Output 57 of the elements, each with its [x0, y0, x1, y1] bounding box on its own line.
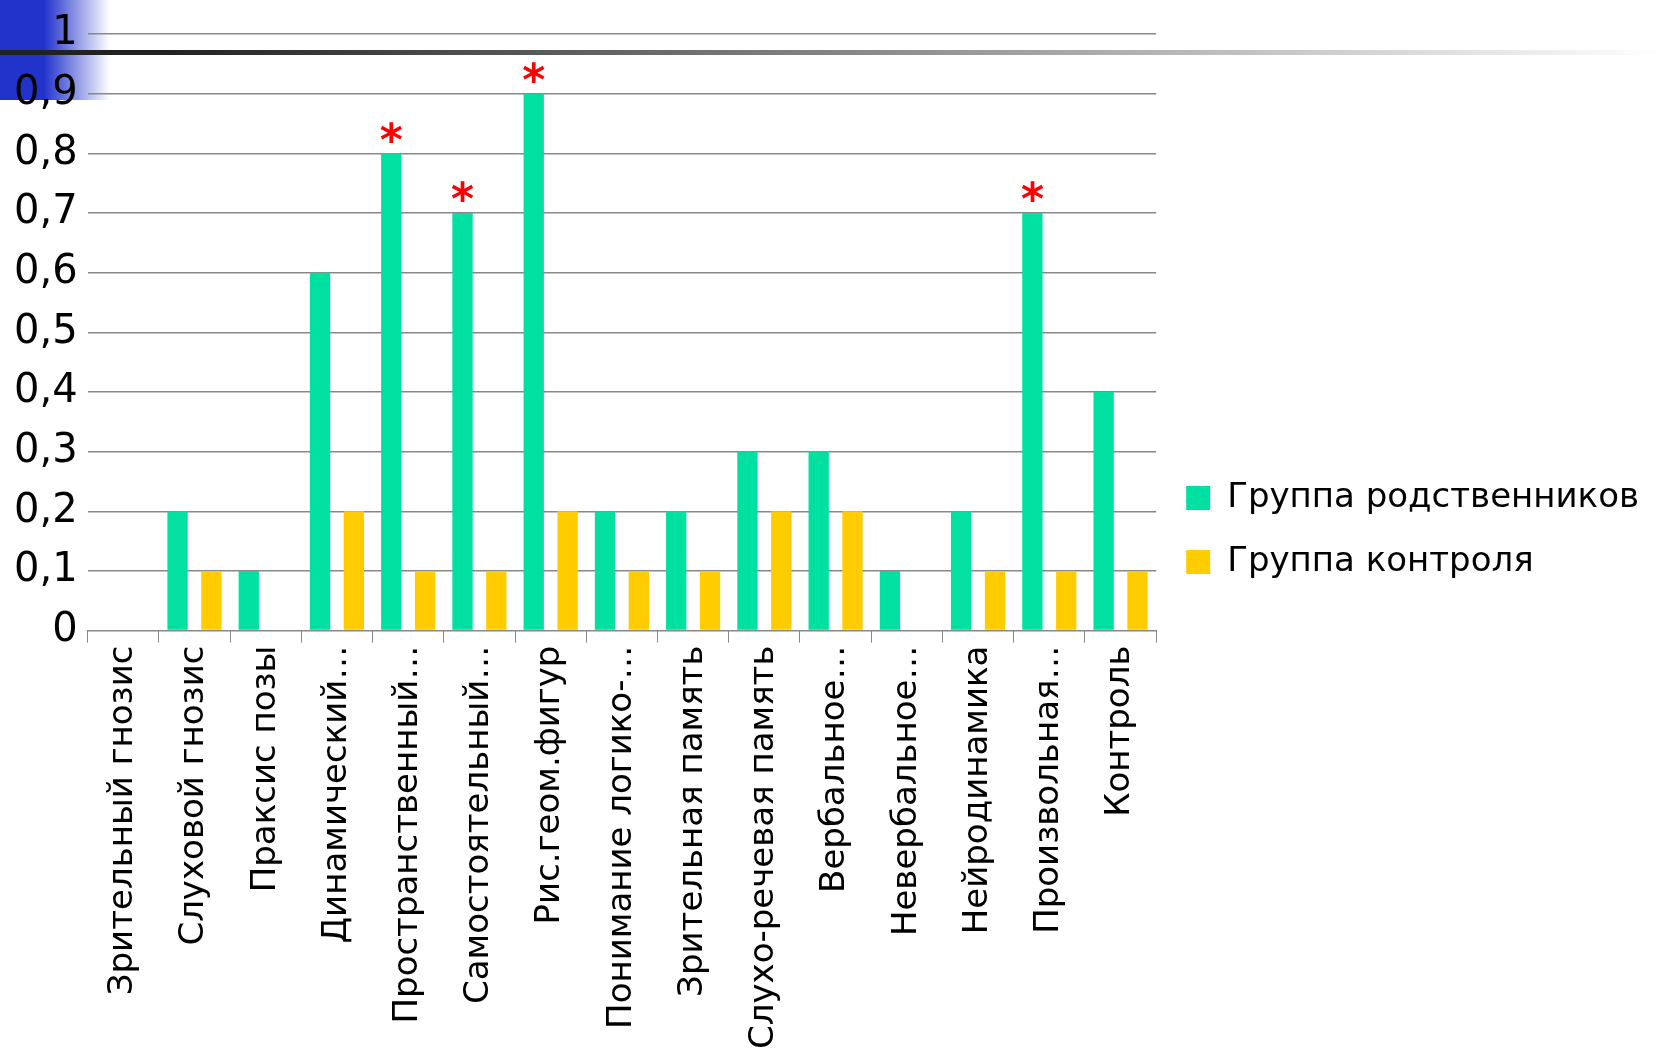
y-tick-label: 0,3: [13, 424, 78, 471]
annotation: *: [450, 173, 475, 225]
bar: [984, 570, 1006, 630]
bar: [628, 570, 649, 630]
y-tick-label: 0,6: [13, 246, 78, 293]
bar: [238, 570, 259, 630]
x-tick-label: Рис.геом.фигур: [527, 645, 568, 925]
x-tick-label: Зрительный гнозис: [100, 645, 141, 996]
bar: [1127, 570, 1148, 630]
x-tick-label: Произвольная…: [1026, 645, 1067, 934]
bar: [523, 93, 544, 630]
x-tick-label: Зрительная память: [669, 645, 710, 997]
bar: [842, 511, 863, 630]
legend-label: Группа родственников: [1227, 474, 1640, 515]
y-tick-label: 0,2: [13, 484, 78, 531]
bar: [309, 272, 331, 630]
bar: [699, 570, 721, 630]
bar: [343, 511, 365, 630]
bar: [879, 570, 901, 630]
bar: [557, 511, 578, 630]
x-tick-label: Понимание логико-…: [598, 645, 639, 1029]
x-tick-label: Праксис позы: [242, 645, 283, 893]
y-tick-label: 0,8: [13, 126, 78, 173]
bar: [486, 570, 507, 630]
legend-label: Группа контроля: [1227, 538, 1534, 579]
x-tick-label: Самостоятельный…: [456, 645, 497, 1005]
y-tick-label: 0: [52, 603, 78, 650]
bar: [1093, 391, 1114, 630]
x-tick-label: Пространственный…: [385, 645, 426, 1024]
x-tick-label: Невербальное…: [883, 645, 924, 937]
bar: [452, 212, 473, 630]
y-tick-label: 0,1: [13, 544, 78, 591]
annotation: *: [379, 113, 403, 165]
bar: [808, 451, 829, 630]
bar: [201, 570, 222, 630]
bar: [771, 511, 792, 630]
x-tick-label: Слухо-речевая память: [741, 645, 782, 1049]
y-tick-label: 0,7: [13, 186, 78, 233]
bar: [951, 511, 972, 630]
bar: [594, 511, 616, 630]
y-tick-label: 0,4: [13, 365, 78, 412]
bar: [1022, 212, 1043, 630]
x-tick-label: Вербальное…: [812, 645, 853, 893]
bar: [414, 570, 436, 630]
x-tick-label: Динамический…: [313, 645, 354, 944]
bar: [381, 153, 402, 630]
y-tick-label: 0,5: [13, 305, 78, 352]
x-tick-label: Контроль: [1097, 645, 1138, 817]
annotation: *: [522, 54, 546, 106]
x-tick-label: Нейродинамика: [954, 645, 995, 935]
y-tick-label: 1: [52, 7, 78, 54]
bar: [666, 511, 687, 630]
bar: [167, 511, 188, 630]
bar: [737, 451, 758, 630]
annotation: *: [1020, 173, 1044, 225]
x-tick-label: Слуховой гнозис: [171, 645, 212, 946]
bar: [1056, 570, 1077, 630]
